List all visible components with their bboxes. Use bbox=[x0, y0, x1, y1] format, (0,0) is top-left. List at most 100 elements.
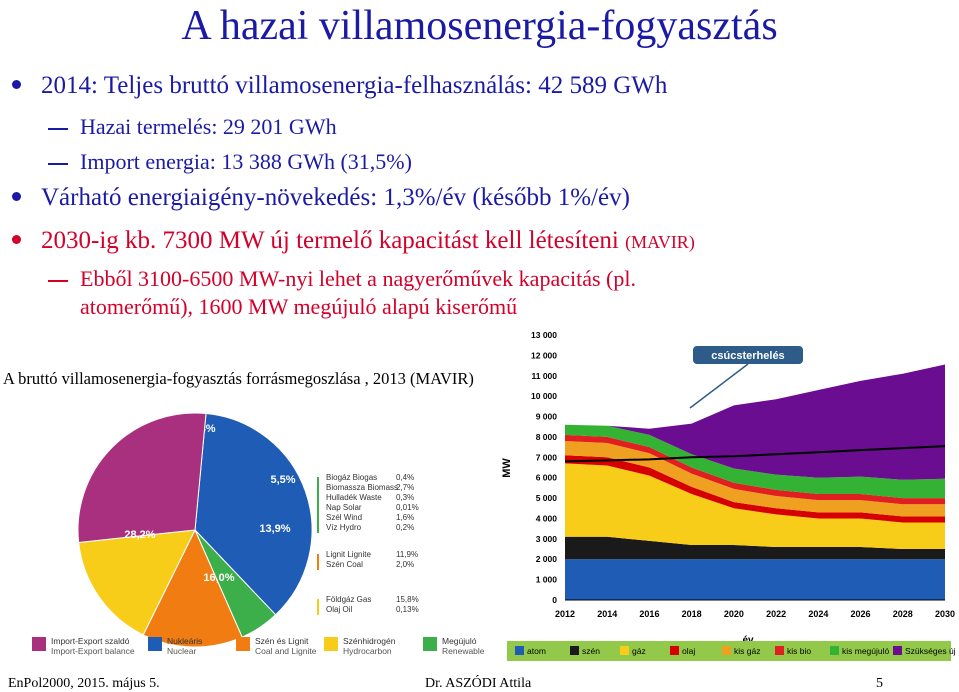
series-legend-label: atom bbox=[527, 646, 546, 656]
x-tick-label: 2028 bbox=[893, 609, 913, 619]
sub-bullet-domestic: Hazai termelés: 29 201 GWh bbox=[48, 114, 337, 140]
pie-slice-label: 13,9% bbox=[259, 523, 290, 535]
y-tick-label: 12 000 bbox=[531, 350, 557, 360]
x-tick-label: 2020 bbox=[724, 609, 744, 619]
slide-title: A hazai villamosenergia-fogyasztás bbox=[181, 3, 778, 49]
breakdown-value: 0,2% bbox=[396, 523, 414, 532]
y-tick-label: 7 000 bbox=[536, 452, 558, 462]
footer-page-number: 5 bbox=[876, 676, 883, 691]
legend-label: Nukleáris bbox=[167, 636, 202, 646]
area-series-szén bbox=[565, 536, 945, 560]
series-legend-swatch bbox=[893, 646, 902, 655]
y-tick-label: 1 000 bbox=[536, 575, 558, 585]
sub-bullet-plants-cont: atomerőmű), 1600 MW megújuló alapú kiser… bbox=[80, 294, 518, 319]
sub-bullet-plants: Ebből 3100-6500 MW-nyi lehet a nagyerőmű… bbox=[48, 266, 636, 292]
legend-swatch bbox=[423, 637, 437, 651]
y-tick-label: 13 000 bbox=[531, 330, 557, 340]
x-tick-label: 2024 bbox=[808, 609, 828, 619]
x-tick-label: 2016 bbox=[639, 609, 659, 619]
area-series-atom bbox=[565, 559, 945, 600]
legend-label-en: Renewable bbox=[442, 646, 485, 656]
sub-bullet-import: Import energia: 13 388 GWh (31,5%) bbox=[48, 149, 412, 175]
peak-load-line bbox=[564, 445, 946, 463]
breakdown-value: 2,0% bbox=[396, 560, 414, 569]
breakdown-value: 1,6% bbox=[396, 513, 414, 522]
pie-caption: A bruttó villamosenergia-fogyasztás forr… bbox=[3, 369, 474, 388]
footer-author: Dr. ASZÓDI Attila bbox=[425, 676, 532, 691]
pie-slice-label: 5,5% bbox=[270, 474, 295, 486]
series-legend-swatch bbox=[620, 646, 629, 655]
capacity-chart: 13 000 12 000 11 000 10 000 9 000 8 000 7 000 6… bbox=[501, 330, 955, 661]
y-tick-label: 5 000 bbox=[536, 493, 558, 503]
bullet-dot bbox=[12, 191, 21, 201]
series-legend-swatch bbox=[515, 646, 524, 655]
y-tick-label: 9 000 bbox=[536, 412, 558, 422]
legend-label: Import-Export szaldó bbox=[51, 636, 130, 646]
y-tick-label: 2 000 bbox=[536, 554, 558, 564]
pie-slice-label: 16,0% bbox=[203, 572, 234, 584]
legend-label: Szénhidrogén bbox=[343, 636, 396, 646]
peak-load-annotation-box bbox=[693, 346, 803, 364]
breakdown-value: 15,8% bbox=[396, 595, 419, 604]
legend-swatch bbox=[32, 637, 46, 651]
area-series-kis-gáz bbox=[565, 441, 945, 517]
area-series-kis-bio bbox=[565, 434, 945, 505]
breakdown-name: Szén Coal bbox=[326, 560, 363, 569]
legend-swatch bbox=[324, 637, 338, 651]
breakdown-value: 0,13% bbox=[396, 605, 419, 614]
bullet-growth: Várható energiaigény-növekedés: 1,3%/év … bbox=[12, 184, 630, 212]
bullet-dot bbox=[12, 234, 21, 244]
series-legend-label: szén bbox=[582, 646, 600, 656]
legend-swatch bbox=[236, 637, 250, 651]
breakdown-name: Lignit Lignite bbox=[326, 550, 371, 559]
breakdown-name: Biogáz Biogas bbox=[326, 473, 377, 482]
breakdown-value: 11,9% bbox=[396, 550, 418, 559]
breakdown-name: Nap Solar bbox=[326, 503, 362, 512]
breakdown-value: 0,01% bbox=[396, 503, 419, 512]
pie-slice bbox=[78, 529, 196, 636]
breakdown-name: Hulladék Waste bbox=[326, 493, 382, 502]
x-axis-label: év bbox=[742, 635, 754, 646]
x-tick-label: 2026 bbox=[851, 609, 871, 619]
y-tick-label: 10 000 bbox=[531, 391, 557, 401]
bullet-dot bbox=[12, 79, 21, 89]
bullet-capacity: 2030-ig kb. 7300 MW új termelő kapacitás… bbox=[12, 227, 695, 255]
series-legend-label: olaj bbox=[682, 646, 695, 656]
y-tick-label: 3 000 bbox=[536, 534, 558, 544]
series-legend-swatch bbox=[722, 646, 731, 655]
y-tick-label: 11 000 bbox=[531, 371, 557, 381]
peak-load-annotation: csúcsterhelés bbox=[711, 350, 784, 362]
annotation-pointer bbox=[689, 363, 749, 409]
series-legend-label: kis gáz bbox=[734, 646, 760, 656]
legend-label: Szén és Lignit bbox=[255, 636, 309, 646]
series-legend-label: kis bio bbox=[787, 646, 811, 656]
area-series-olaj bbox=[565, 455, 945, 523]
bullet-total: 2014: Teljes bruttó villamosenergia-felh… bbox=[12, 72, 667, 100]
legend-swatch bbox=[148, 637, 162, 651]
footer-event: EnPol2000, 2015. május 5. bbox=[8, 676, 160, 691]
series-legend-label: gáz bbox=[632, 646, 646, 656]
breakdown-value: 0,4% bbox=[396, 473, 414, 482]
y-tick-label: 6 000 bbox=[536, 473, 558, 483]
series-legend-swatch bbox=[570, 646, 579, 655]
breakdown-name: Biomassza Biomass bbox=[326, 483, 398, 492]
legend-label-en: Coal and Lignite bbox=[255, 646, 317, 656]
legend-label-en: Import-Export balance bbox=[51, 646, 135, 656]
y-tick-label: 0 bbox=[552, 595, 557, 605]
x-tick-label: 2012 bbox=[555, 609, 575, 619]
series-legend-swatch bbox=[830, 646, 839, 655]
pie-slice bbox=[77, 412, 207, 544]
y-axis-label: MW bbox=[501, 458, 513, 478]
breakdown-name: Víz Hydro bbox=[326, 523, 362, 532]
pie-chart: 36,4%5,5%13,9%16,0%28,2% Biogáz Biogas0,… bbox=[32, 412, 485, 656]
series-legend-label: kis megújuló bbox=[842, 646, 890, 656]
legend-label-en: Nuclear bbox=[167, 646, 196, 656]
series-legend-label: Szükséges új bbox=[905, 646, 955, 656]
legend-label-en: Hydrocarbon bbox=[343, 646, 392, 656]
area-series-gáz bbox=[565, 463, 945, 550]
pie-slice bbox=[194, 412, 313, 616]
x-tick-label: 2018 bbox=[682, 609, 702, 619]
y-tick-label: 4 000 bbox=[536, 513, 558, 523]
y-tick-label: 8 000 bbox=[536, 432, 558, 442]
breakdown-name: Szél Wind bbox=[326, 513, 362, 522]
